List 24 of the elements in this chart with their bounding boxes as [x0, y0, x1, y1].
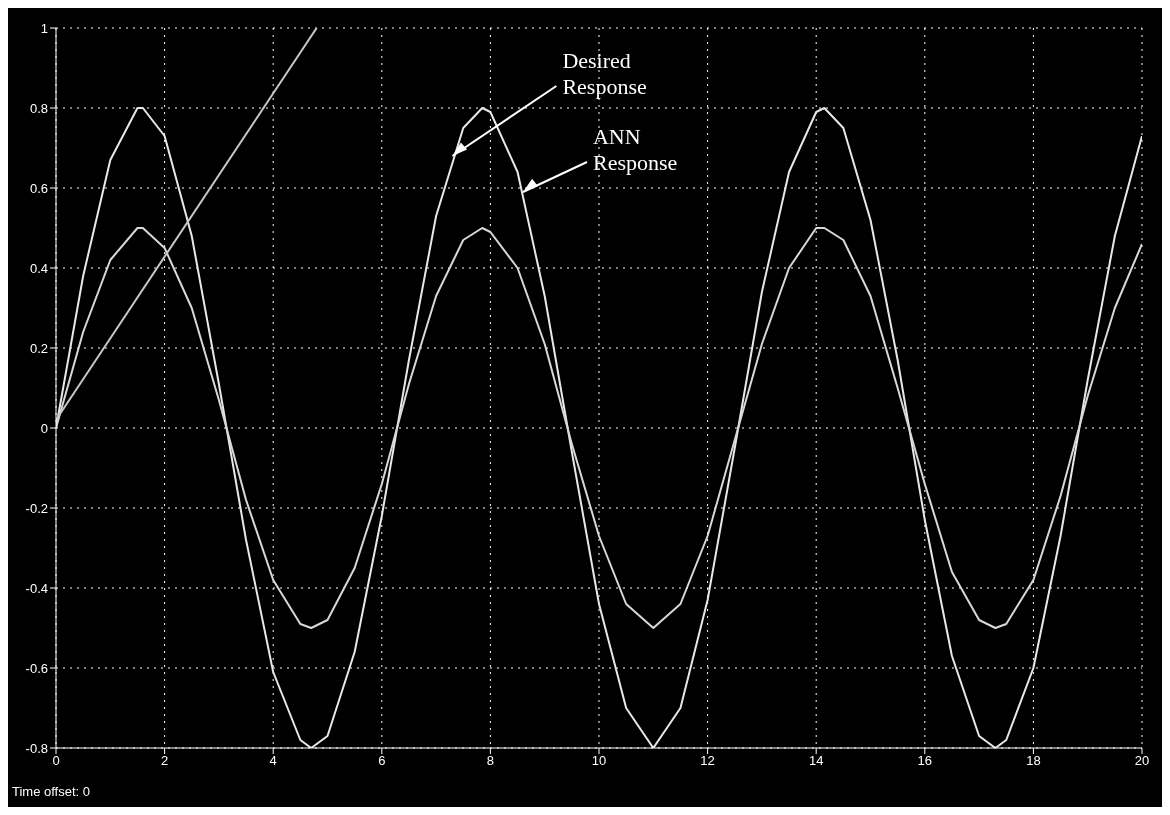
y-tick-label: -0.2 — [25, 500, 48, 516]
x-tick-label: 16 — [917, 753, 933, 769]
text: Time offset: 0 — [12, 784, 91, 799]
x-tick-label: 10 — [591, 753, 607, 769]
y-tick-label: 0.8 — [29, 100, 48, 116]
y-tick-label: 0 — [40, 420, 48, 436]
y-tick-label: 1 — [40, 20, 48, 36]
x-tick-label: 12 — [700, 753, 715, 769]
y-tick-label: 0.4 — [29, 260, 48, 276]
x-tick-label: 18 — [1026, 753, 1041, 769]
x-tick-label: 2 — [160, 753, 169, 769]
y-tick-label: -0.4 — [25, 580, 48, 596]
x-tick-label: 4 — [269, 753, 277, 769]
y-tick-label: -0.6 — [25, 660, 48, 676]
annotation: ANN Response — [592, 124, 678, 175]
x-tick-label: 0 — [52, 753, 60, 769]
x-tick-label: 8 — [486, 753, 495, 769]
y-tick-label: 0.6 — [29, 180, 48, 196]
x-tick-label: 6 — [378, 753, 386, 769]
y-tick-label: -0.8 — [25, 740, 48, 756]
y-tick-label: 0.2 — [29, 340, 48, 356]
x-tick-label: 20 — [1134, 753, 1150, 769]
x-tick-label: 14 — [808, 753, 824, 769]
annotation: Desired Response — [562, 48, 647, 99]
